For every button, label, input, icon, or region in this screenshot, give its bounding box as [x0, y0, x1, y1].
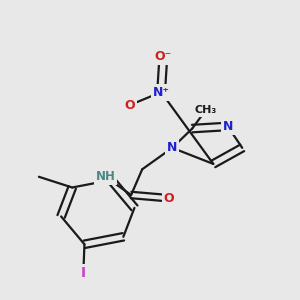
Text: N: N	[223, 120, 233, 133]
Text: I: I	[81, 266, 86, 280]
Text: O: O	[125, 98, 135, 112]
Text: N: N	[167, 141, 177, 154]
Text: N⁺: N⁺	[153, 85, 169, 99]
Text: CH₃: CH₃	[194, 105, 217, 116]
Text: O⁻: O⁻	[155, 50, 172, 63]
Text: NH: NH	[96, 170, 116, 183]
Text: O: O	[164, 192, 174, 205]
